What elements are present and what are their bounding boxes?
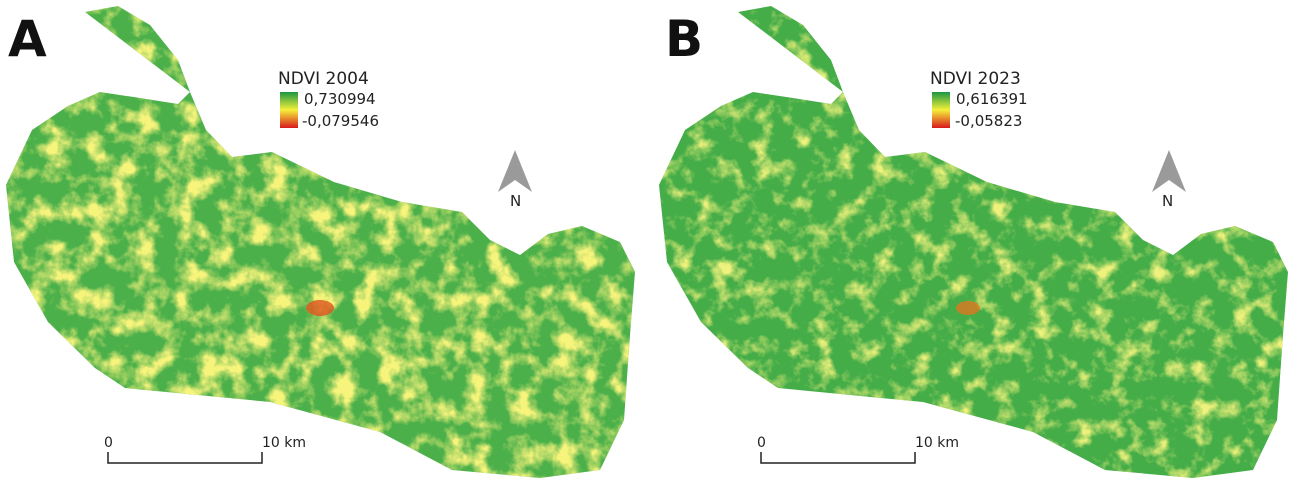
figure: A NDVI 2004 0,730994 -0,079546 N 0 10 km… (0, 0, 1292, 484)
scale-bar (108, 452, 262, 463)
legend-title: NDVI 2004 (278, 69, 369, 89)
north-arrow (498, 150, 532, 192)
scale-end: 10 km (262, 435, 306, 451)
legend-min: -0,079546 (302, 112, 379, 130)
panel-a: A NDVI 2004 0,730994 -0,079546 N 0 10 km (6, 6, 635, 478)
legend-max: 0,730994 (304, 90, 376, 108)
scale-start: 0 (757, 435, 766, 451)
scale-end: 10 km (915, 435, 959, 451)
legend-max: 0,616391 (956, 90, 1028, 108)
panel-b: B NDVI 2023 0,616391 -0,05823 N 0 10 km (659, 6, 1288, 478)
legend-title: NDVI 2023 (930, 69, 1021, 89)
panel-label: A (8, 10, 47, 68)
urban-area (956, 301, 980, 315)
north-label: N (1162, 192, 1173, 210)
urban-area (306, 300, 334, 316)
north-label: N (510, 192, 521, 210)
scale-start: 0 (104, 435, 113, 451)
panel-label: B (665, 10, 703, 68)
scale-bar (761, 452, 915, 463)
legend-ramp (932, 92, 950, 128)
north-arrow (1152, 150, 1186, 192)
page: {"panels": [ {"label": "A", "legend": {"… (0, 0, 1292, 484)
legend-ramp (280, 92, 298, 128)
legend-min: -0,05823 (955, 112, 1022, 130)
